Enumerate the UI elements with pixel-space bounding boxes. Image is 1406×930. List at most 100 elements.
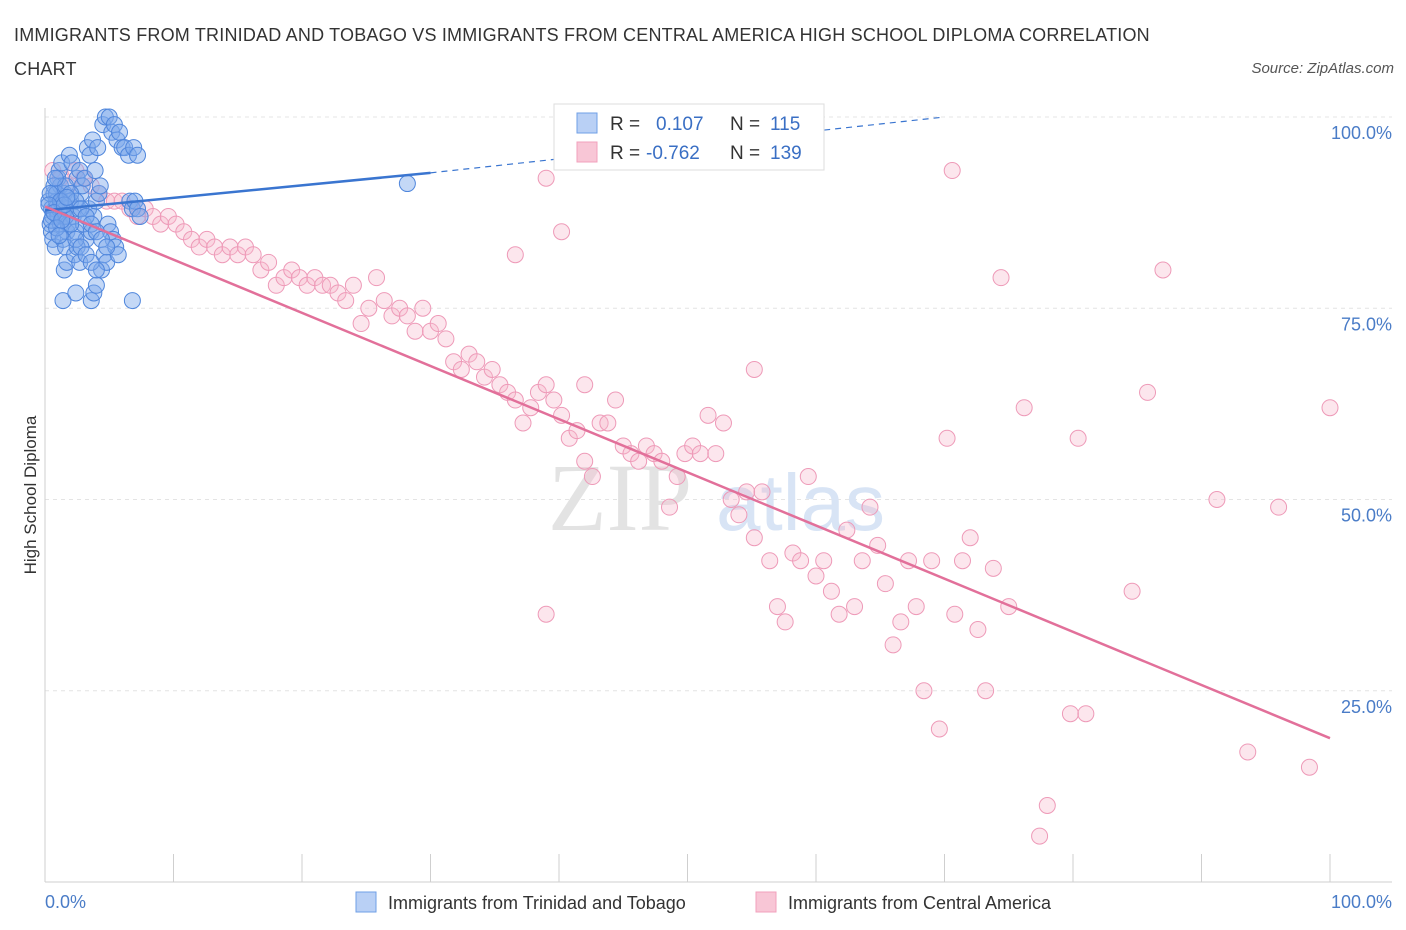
point-s1-109 [884,636,902,654]
point-s1-87 [714,414,732,432]
point-s1-112 [907,598,925,616]
point-s0-46 [86,162,104,180]
stats-n-label-2: N = [730,143,760,164]
point-s1-98 [799,468,817,486]
point-s1-117 [946,605,964,623]
point-s1-127 [1069,429,1087,447]
point-s1-118 [953,552,971,570]
point-s1-93 [761,552,779,570]
trend-lines [44,116,1331,740]
x-tick-label-1: 100.0% [1331,892,1392,912]
point-s0-69 [111,123,129,141]
y-tick-label-3: 25.0% [1341,697,1392,717]
point-s0-106 [398,175,416,193]
point-s1-28 [260,253,278,271]
point-s1-121 [977,682,995,700]
point-s0-48 [91,177,109,195]
point-s1-137 [943,162,961,180]
series-trinidad-points [40,108,416,310]
point-s1-26 [244,246,262,264]
point-s1-100 [815,552,833,570]
point-s1-105 [853,552,871,570]
point-s1-141 [553,223,571,241]
point-s0-47 [89,139,107,157]
point-s1-122 [984,559,1002,577]
point-s1-133 [1239,743,1257,761]
y-tick-label-2: 50.0% [1341,506,1392,526]
point-s1-116 [938,429,956,447]
stats-box-frame [553,103,825,171]
point-s1-132 [1208,491,1226,508]
stats-r-value-1: 0.107 [656,114,704,135]
point-s1-146 [506,246,524,264]
y-tick-label-1: 75.0% [1341,314,1392,334]
point-s1-131 [1154,261,1172,279]
point-s1-86 [707,445,725,463]
x-tick-labels: 0.0% 100.0% [45,892,1392,912]
point-s1-53 [452,360,470,378]
point-s1-92 [753,483,771,501]
grid-lines [45,116,1392,692]
point-s0-105 [87,261,105,279]
point-s0-71 [116,139,134,157]
legend: Immigrants from Trinidad and Tobago Immi… [355,891,1052,913]
point-s1-73 [607,391,625,409]
point-s0-58 [67,284,85,302]
point-s0-79 [131,207,149,225]
point-s1-94 [768,598,786,616]
point-s1-89 [730,506,748,524]
point-s1-64 [537,376,555,394]
point-s1-140 [745,360,763,378]
stats-box: R = 0.107 N = 115 R = -0.762 N = 139 [553,103,825,171]
point-s1-123 [992,269,1010,287]
stats-n-value-1: 115 [770,114,800,135]
x-tick-label-0: 0.0% [45,892,86,912]
point-s1-57 [483,360,501,378]
point-s1-128 [1077,705,1095,723]
stats-r-label-1: R = [610,114,640,135]
point-s1-110 [892,613,910,631]
point-s0-62 [123,292,141,310]
point-s0-61 [87,276,105,294]
point-s1-84 [691,445,709,463]
point-s1-143 [1038,797,1056,814]
point-s1-113 [915,682,933,700]
point-s1-47 [406,322,424,340]
point-s1-85 [699,406,717,424]
point-s1-136 [1321,399,1339,417]
legend-label-trinidad: Immigrants from Trinidad and Tobago [388,893,686,913]
point-s1-69 [576,452,594,470]
point-s1-72 [599,414,617,432]
point-s1-38 [337,292,355,310]
point-s1-80 [661,498,679,516]
point-s1-147 [537,605,555,623]
legend-swatch-trinidad [355,891,377,913]
point-s0-95 [98,238,116,256]
point-s1-42 [368,269,386,287]
point-s1-70 [583,468,601,486]
point-s1-46 [398,307,416,325]
point-s1-120 [969,621,987,639]
y-tick-label-0: 100.0% [1331,123,1392,143]
stats-n-value-2: 139 [770,143,802,164]
legend-label-central-america: Immigrants from Central America [788,893,1052,913]
point-s0-111 [50,227,68,245]
y-axis-label: High School Diploma [21,415,40,574]
point-s1-48 [414,299,432,317]
chart-title: IMMIGRANTS FROM TRINIDAD AND TOBAGO VS I… [14,25,1150,79]
point-s1-39 [344,276,362,294]
stats-swatch-blue [576,112,598,134]
point-s0-74 [129,146,147,164]
point-s1-65 [545,391,563,409]
point-s1-135 [1300,758,1318,776]
y-tick-labels: 100.0% 75.0% 50.0% 25.0% [1331,123,1392,717]
point-s0-73 [125,139,143,157]
legend-swatch-central-america [755,891,777,913]
point-s1-142 [1031,827,1049,845]
point-s1-50 [429,315,447,333]
stats-r-label-2: R = [610,143,640,164]
point-s1-95 [776,613,794,631]
point-s1-55 [468,353,486,371]
chart-source: Source: ZipAtlas.com [1251,60,1394,77]
